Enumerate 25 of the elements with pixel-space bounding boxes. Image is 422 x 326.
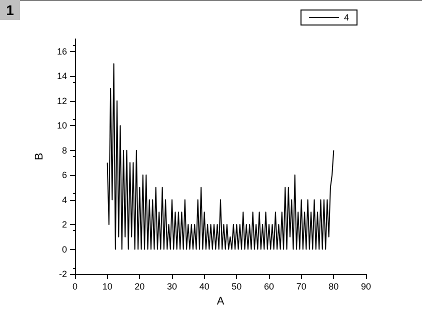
x-tick-label: 30	[166, 282, 178, 292]
y-axis-title: B	[34, 152, 46, 160]
x-tick-label: 80	[328, 282, 339, 292]
y-tick-label: -2	[58, 269, 67, 279]
x-axis-title: A	[216, 296, 225, 308]
y-tick-label: 14	[56, 71, 67, 82]
x-tick-label: 90	[360, 282, 372, 292]
x-tick-label: 60	[264, 282, 274, 292]
y-tick-label: 12	[56, 96, 67, 106]
y-tick-label: 16	[56, 46, 67, 56]
y-tick-label: 4	[62, 194, 67, 205]
x-tick-label: 70	[296, 282, 306, 292]
y-tick-label: 6	[62, 170, 67, 180]
y-tick-label: 10	[56, 120, 67, 131]
y-tick-label: 2	[62, 220, 67, 230]
y-tick-label: 0	[62, 244, 67, 254]
y-tick-label: 8	[62, 145, 67, 156]
x-tick-label: 0	[72, 282, 78, 292]
legend-label: 4	[344, 12, 350, 22]
x-tick-label: 40	[199, 282, 210, 292]
x-tick-label: 20	[134, 282, 145, 292]
x-tick-label: 10	[102, 282, 112, 292]
x-tick-label: 50	[232, 282, 242, 292]
text: 1	[6, 2, 14, 18]
line-series	[106, 63, 334, 250]
